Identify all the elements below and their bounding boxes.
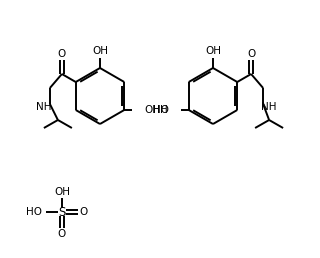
Text: HO: HO	[153, 105, 169, 115]
Text: O: O	[58, 229, 66, 239]
Text: NH: NH	[261, 102, 277, 112]
Text: OH: OH	[92, 46, 108, 56]
Text: OH: OH	[205, 46, 221, 56]
Text: O: O	[247, 49, 255, 59]
Text: O: O	[58, 49, 66, 59]
Text: NH: NH	[36, 102, 52, 112]
Text: OHH: OHH	[144, 105, 168, 115]
Text: S: S	[58, 206, 66, 219]
Text: OH: OH	[54, 187, 70, 197]
Text: HO: HO	[26, 207, 42, 217]
Text: O: O	[80, 207, 88, 217]
